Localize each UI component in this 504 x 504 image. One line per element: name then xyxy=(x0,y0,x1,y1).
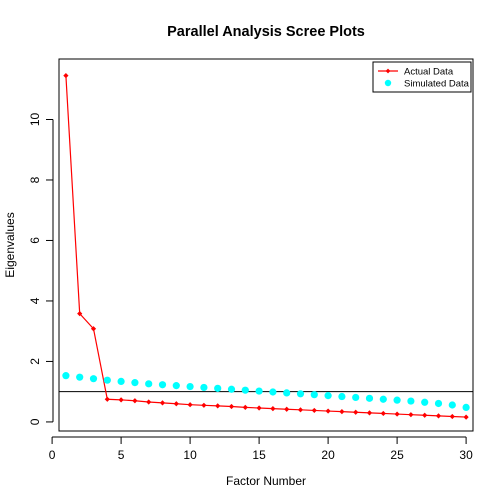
x-axis: 0 5 10 15 20 25 30 xyxy=(49,436,473,462)
actual-data-point xyxy=(187,402,193,408)
actual-data-point xyxy=(408,412,414,418)
actual-data-point xyxy=(325,408,331,414)
x-tick-label: 20 xyxy=(321,448,335,462)
actual-data-point xyxy=(449,413,455,420)
simulated-data-point xyxy=(283,389,291,397)
actual-data-point xyxy=(132,398,138,404)
simulated-data-point xyxy=(172,382,180,390)
simulated-data-point xyxy=(324,392,332,400)
actual-data-point xyxy=(201,402,207,408)
actual-data-point xyxy=(77,311,83,317)
x-tick-label: 0 xyxy=(49,448,56,462)
simulated-data-point xyxy=(352,393,360,402)
legend-key-point xyxy=(385,68,391,74)
series-line-actual xyxy=(65,75,467,418)
actual-data-point xyxy=(422,412,428,418)
simulated-data-point xyxy=(310,391,318,399)
actual-data-point xyxy=(463,414,469,420)
y-tick-label: 8 xyxy=(28,176,42,183)
simulated-data-point xyxy=(338,392,346,401)
actual-data-point xyxy=(394,411,400,417)
data-marks xyxy=(59,73,473,420)
x-axis-label: Factor Number xyxy=(226,474,306,488)
simulated-data-point xyxy=(241,386,249,394)
simulated-data-point xyxy=(89,375,98,383)
y-axis-label: Eigenvalues xyxy=(3,212,17,277)
y-tick-label: 2 xyxy=(28,358,42,365)
legend-entry-label: Simulated Data xyxy=(404,79,470,90)
simulated-data-point xyxy=(227,385,236,393)
actual-data-point xyxy=(270,406,276,412)
actual-data-point xyxy=(353,409,359,415)
simulated-data-point xyxy=(434,399,443,408)
y-tick-label: 0 xyxy=(28,418,42,425)
y-tick-label: 10 xyxy=(28,112,42,126)
actual-data-point xyxy=(256,405,262,411)
x-tick-label: 15 xyxy=(252,448,266,462)
simulated-data-point xyxy=(117,377,125,385)
simulated-data-point xyxy=(186,382,194,391)
simulated-data-point xyxy=(158,381,167,389)
actual-data-point xyxy=(311,407,317,414)
y-tick-label: 6 xyxy=(28,237,42,244)
x-tick-label: 10 xyxy=(183,448,197,462)
y-axis: 0 2 4 6 8 10 xyxy=(28,112,54,425)
simulated-data-point xyxy=(62,372,70,380)
plot-area-border xyxy=(58,58,474,432)
simulated-data-point xyxy=(255,387,263,395)
actual-data-point xyxy=(159,400,166,406)
simulated-data-point xyxy=(76,373,84,381)
simulated-data-point xyxy=(365,394,374,402)
x-tick-label: 30 xyxy=(459,448,473,462)
actual-data-point xyxy=(104,396,110,402)
y-tick-label: 4 xyxy=(28,297,42,304)
simulated-data-point xyxy=(131,379,139,387)
actual-data-point xyxy=(366,410,373,416)
simulated-data-point xyxy=(296,390,305,398)
legend-key-point xyxy=(384,79,392,87)
x-tick-label: 5 xyxy=(118,448,125,462)
simulated-data-point xyxy=(145,380,153,388)
simulated-data-point xyxy=(214,384,222,392)
legend-box xyxy=(372,61,472,93)
actual-data-point xyxy=(118,397,124,403)
x-tick-label: 25 xyxy=(390,448,404,462)
simulated-data-point xyxy=(448,401,456,409)
simulated-data-point xyxy=(462,403,470,412)
actual-data-point xyxy=(284,406,290,412)
chart-title: Parallel Analysis Scree Plots xyxy=(167,24,365,40)
actual-data-point xyxy=(173,401,179,407)
simulated-data-point xyxy=(379,395,387,403)
actual-data-point xyxy=(242,404,248,411)
actual-data-point xyxy=(90,326,97,332)
actual-data-point xyxy=(228,403,235,410)
simulated-data-point xyxy=(421,398,429,406)
actual-data-point xyxy=(297,407,304,413)
actual-data-point xyxy=(380,410,386,417)
simulated-data-point xyxy=(407,397,415,405)
simulated-data-point xyxy=(393,396,401,404)
legend-entry-label: Actual Data xyxy=(404,67,454,78)
actual-data-point xyxy=(339,409,345,415)
actual-data-point xyxy=(215,403,221,409)
actual-data-point xyxy=(63,73,69,79)
simulated-data-point xyxy=(269,388,277,396)
simulated-data-point xyxy=(103,376,111,384)
actual-data-point xyxy=(435,413,442,419)
simulated-data-point xyxy=(200,383,208,392)
actual-data-point xyxy=(146,399,152,405)
